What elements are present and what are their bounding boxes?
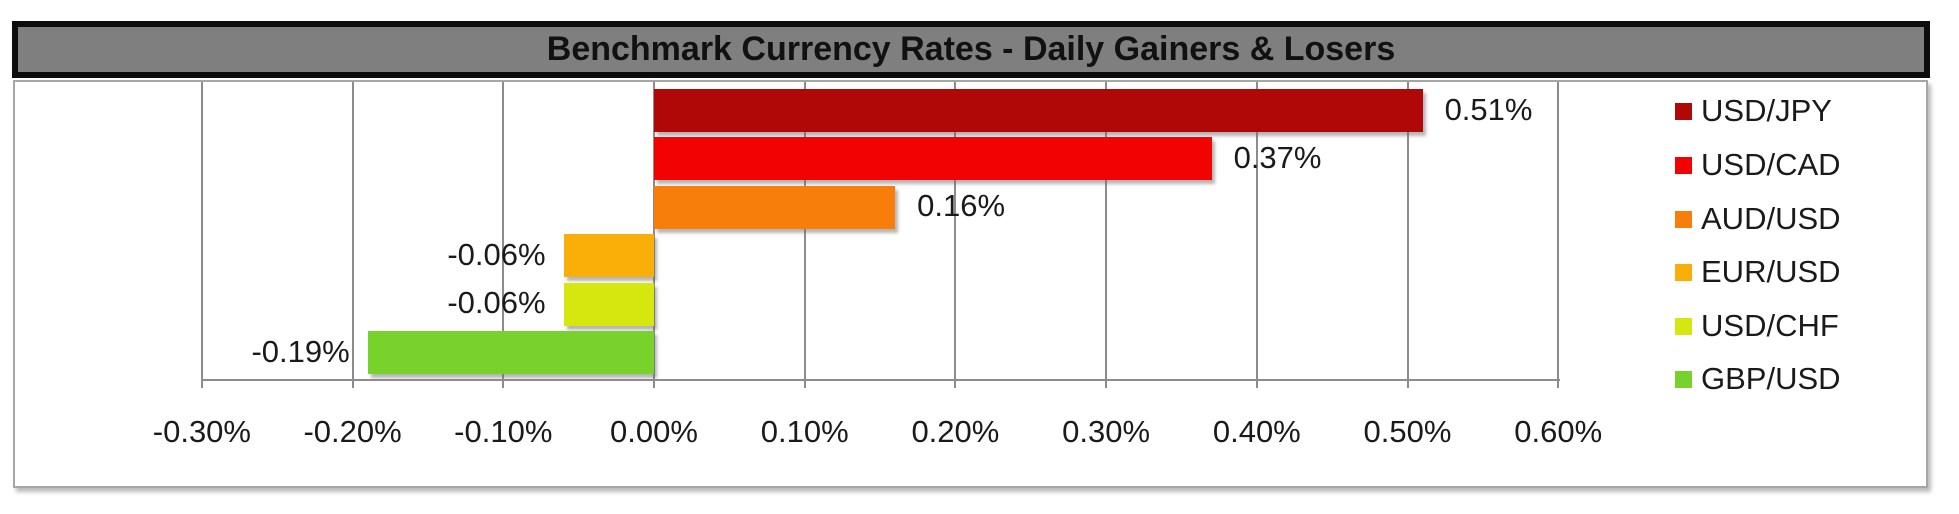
value-label-usd-cad: 0.37% [1233, 139, 1322, 175]
legend-label: USD/CAD [1701, 147, 1841, 182]
legend-item-usd-jpy: USD/JPY [1675, 93, 1832, 129]
bar-usd-chf [563, 282, 654, 326]
gridline [954, 82, 957, 379]
x-tick-mark [954, 379, 957, 388]
value-label-eur-usd: -0.06% [447, 236, 546, 272]
x-tick-label: 0.00% [610, 414, 698, 449]
gridline [200, 82, 203, 379]
gridline [502, 82, 505, 379]
legend-item-eur-usd: EUR/USD [1675, 254, 1841, 290]
x-tick-mark [502, 379, 505, 388]
x-tick-mark [1105, 379, 1108, 388]
x-axis-line [201, 379, 1561, 381]
legend-item-usd-chf: USD/CHF [1675, 308, 1839, 344]
chart-title: Benchmark Currency Rates - Daily Gainers… [546, 30, 1396, 68]
legend-label: GBP/USD [1701, 361, 1841, 396]
x-tick-label: 0.10% [760, 414, 849, 449]
legend-swatch-gbp-usd [1675, 370, 1692, 388]
x-tick-label: -0.30% [152, 414, 251, 449]
legend-label: EUR/USD [1701, 254, 1841, 289]
chart-area: 0.51% 0.37% 0.16% -0.06% -0.06% -0.19% -0.30%… [13, 80, 1928, 488]
legend-swatch-usd-cad [1675, 156, 1692, 174]
legend-label: USD/CHF [1701, 308, 1839, 343]
gridline [803, 82, 806, 379]
legend-item-aud-usd: AUD/USD [1675, 201, 1841, 237]
legend-swatch-eur-usd [1675, 263, 1692, 281]
gridline [1557, 82, 1560, 379]
gridline [1406, 82, 1409, 379]
bar-gbp-usd [367, 331, 654, 374]
legend-swatch-aud-usd [1675, 210, 1692, 228]
legend-item-gbp-usd: GBP/USD [1675, 361, 1841, 397]
legend-item-usd-cad: USD/CAD [1675, 147, 1841, 183]
legend-label: AUD/USD [1701, 201, 1841, 236]
x-tick-label: 0.40% [1212, 414, 1301, 449]
bar-usd-jpy [654, 89, 1423, 132]
value-label-usd-chf: -0.06% [447, 285, 546, 321]
x-tick-mark [200, 379, 203, 388]
x-tick-mark [351, 379, 354, 388]
x-tick-mark [1406, 379, 1409, 388]
gridline [653, 82, 655, 379]
legend-label: USD/JPY [1701, 93, 1832, 128]
gridline [351, 82, 354, 379]
x-tick-mark [1255, 379, 1258, 388]
x-tick-mark [653, 379, 655, 388]
gridline [1255, 82, 1258, 379]
x-tick-mark [803, 379, 806, 388]
bar-aud-usd [654, 185, 896, 229]
value-label-gbp-usd: -0.19% [251, 333, 350, 369]
value-label-aud-usd: 0.16% [917, 188, 1006, 224]
x-tick-label: -0.20% [303, 414, 402, 449]
value-label-usd-jpy: 0.51% [1444, 91, 1533, 127]
gridline [1105, 82, 1108, 379]
chart-title-bar: Benchmark Currency Rates - Daily Gainers… [12, 21, 1930, 78]
x-tick-label: 0.50% [1363, 414, 1452, 449]
x-tick-label: 0.60% [1514, 414, 1603, 449]
x-tick-label: 0.30% [1062, 414, 1151, 449]
bar-eur-usd [563, 234, 654, 278]
x-tick-label: 0.20% [911, 414, 1000, 449]
legend-swatch-usd-chf [1675, 317, 1692, 335]
x-tick-label: -0.10% [454, 414, 553, 449]
x-tick-mark [1557, 379, 1560, 388]
legend-swatch-usd-jpy [1675, 102, 1692, 120]
bar-usd-cad [654, 137, 1212, 181]
